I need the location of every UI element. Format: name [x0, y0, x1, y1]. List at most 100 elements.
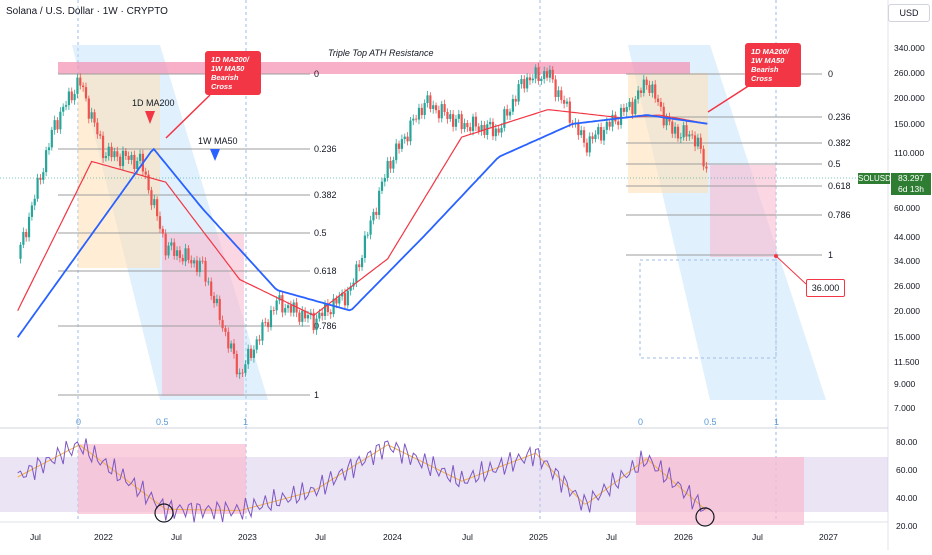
candle	[369, 220, 372, 235]
candle	[110, 146, 113, 158]
candle	[497, 128, 500, 133]
candle	[153, 199, 156, 206]
candle	[306, 315, 310, 319]
candle	[230, 343, 233, 349]
candle	[175, 250, 179, 256]
candle	[84, 87, 88, 99]
fib-labels-right: 0 0.236 0.382 0.5 0.618 0.786 1	[828, 69, 851, 260]
candle	[508, 111, 512, 116]
candle	[460, 114, 463, 130]
time-tick: Jul	[462, 532, 473, 542]
candle	[611, 114, 614, 127]
candle	[178, 250, 181, 258]
candle	[634, 99, 637, 115]
candle	[648, 85, 651, 93]
candle	[301, 310, 304, 322]
candle	[622, 107, 625, 112]
time-tick: 2025	[529, 532, 548, 542]
candle	[247, 348, 250, 365]
candle	[426, 95, 429, 104]
rsi-zone-right	[636, 457, 804, 525]
ma50-line	[16, 114, 708, 338]
time-tick: Jul	[752, 532, 763, 542]
callout-pointer-left	[165, 94, 211, 139]
candle	[93, 112, 96, 123]
candle	[446, 112, 449, 119]
time-fib-label: 0.5	[156, 417, 169, 427]
candle	[548, 69, 551, 78]
candle	[406, 136, 409, 142]
fib-label: 0.786	[828, 210, 851, 220]
candle	[19, 244, 22, 259]
candle	[366, 234, 369, 236]
price-tick: 340.000	[894, 43, 925, 53]
candle	[434, 105, 438, 111]
candle	[403, 136, 406, 140]
candle	[289, 305, 292, 313]
time-fib-label: 0	[76, 417, 81, 427]
rsi-tick: 60.00	[896, 465, 918, 475]
candle	[281, 295, 284, 313]
fib-label: 0	[828, 69, 833, 79]
candle	[486, 124, 489, 135]
candle	[195, 260, 199, 273]
candle	[594, 134, 597, 140]
candle	[156, 199, 159, 217]
candle	[386, 160, 389, 178]
candle	[551, 69, 554, 80]
candle	[537, 67, 540, 81]
candle	[582, 130, 586, 143]
candle	[685, 125, 688, 137]
candle	[363, 235, 366, 259]
price-tick: 26.000	[894, 281, 920, 291]
time-fib-label: 1	[774, 417, 779, 427]
candle	[198, 260, 201, 273]
candle	[679, 137, 682, 139]
candle	[96, 122, 99, 135]
candle	[170, 242, 173, 246]
candle	[400, 139, 403, 149]
fib-labels-left: 0 0.236 0.382 0.5 0.618 0.786 1	[314, 69, 337, 400]
candle	[36, 177, 39, 199]
candle	[224, 328, 227, 332]
candle	[64, 105, 68, 107]
candle	[70, 91, 73, 101]
candle	[138, 153, 142, 161]
candle	[511, 99, 514, 112]
candle	[545, 71, 549, 78]
price-tick: 15.000	[894, 332, 920, 342]
rsi-axis: 80.00 60.00 40.00 20.00	[896, 437, 918, 531]
price-box: 83.297 6d 13h	[891, 173, 931, 195]
candle	[597, 127, 600, 135]
currency-button[interactable]: USD	[888, 4, 930, 22]
candle	[161, 228, 164, 234]
candle	[531, 78, 534, 81]
current-price: 83.297	[898, 173, 924, 183]
ma200-line	[17, 109, 708, 317]
candles	[19, 62, 708, 379]
candle	[540, 79, 543, 81]
candle	[73, 93, 76, 101]
candle	[380, 181, 384, 191]
candle	[355, 264, 358, 283]
candle	[674, 126, 677, 134]
candle	[133, 154, 136, 169]
candle	[241, 372, 244, 374]
candle	[560, 90, 563, 100]
bar-countdown: 6d 13h	[898, 184, 924, 194]
candle	[378, 190, 381, 215]
candle	[625, 107, 628, 112]
candle	[494, 128, 497, 137]
future-projection-box	[639, 259, 777, 359]
candle	[409, 120, 412, 142]
time-tick: Jul	[171, 532, 182, 542]
candle	[341, 292, 344, 297]
candle	[412, 118, 415, 121]
candle	[429, 95, 432, 109]
candle	[688, 134, 691, 137]
candle	[312, 312, 315, 331]
rsi-tick: 40.00	[896, 493, 918, 503]
price-tick: 60.000	[894, 203, 920, 213]
candle	[668, 117, 671, 122]
